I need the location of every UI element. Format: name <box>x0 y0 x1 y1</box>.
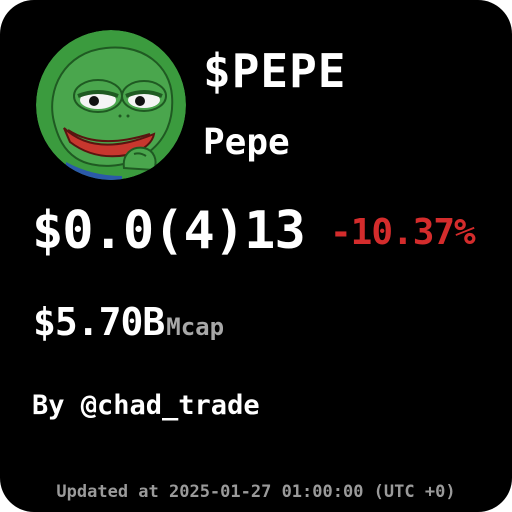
pepe-frog-avatar-icon <box>36 30 186 180</box>
token-avatar <box>36 30 186 180</box>
updated-timestamp: Updated at 2025-01-27 01:00:00 (UTC +0) <box>56 482 456 502</box>
market-cap-label: Mcap <box>166 313 225 341</box>
price-change: -10.37% <box>330 212 476 253</box>
market-cap: $5.70BMcap <box>33 303 224 341</box>
token-symbol: $PEPE <box>203 44 347 98</box>
token-price: $0.0(4)13 <box>32 201 306 261</box>
token-name: Pepe <box>203 122 290 163</box>
market-cap-value: $5.70B <box>33 300 165 344</box>
author-credit: By @chad_trade <box>32 390 260 421</box>
